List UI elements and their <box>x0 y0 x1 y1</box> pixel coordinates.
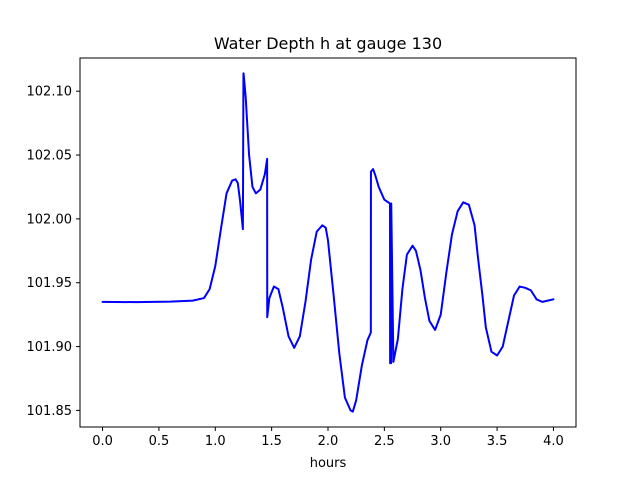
x-tick-label: 0.5 <box>149 434 170 449</box>
series-line-0 <box>101 72 555 413</box>
x-tick-label: 2.5 <box>374 434 395 449</box>
x-tick-label: 3.0 <box>430 434 451 449</box>
x-tick-label: 3.5 <box>487 434 508 449</box>
y-tick-label: 101.85 <box>27 404 73 419</box>
y-tick-label: 101.90 <box>27 340 73 355</box>
x-tick-label: 2.0 <box>318 434 339 449</box>
x-tick-label: 4.0 <box>543 434 564 449</box>
chart-title: Water Depth h at gauge 130 <box>214 34 442 53</box>
y-tick-label: 102.10 <box>27 85 73 100</box>
y-tick-label: 102.05 <box>27 149 73 164</box>
y-axis: 101.85 101.90 101.95 102.00 102.05 102.10 <box>27 85 80 419</box>
x-axis: 0.0 0.5 1.0 1.5 2.0 2.5 3.0 3.5 4.0 <box>92 427 564 449</box>
y-tick-label: 101.95 <box>27 276 73 291</box>
x-tick-label: 0.0 <box>92 434 113 449</box>
x-axis-label: hours <box>310 456 347 471</box>
x-tick-label: 1.5 <box>261 434 282 449</box>
x-tick-label: 1.0 <box>205 434 226 449</box>
series-layer <box>101 72 555 413</box>
y-tick-label: 102.00 <box>27 212 73 227</box>
